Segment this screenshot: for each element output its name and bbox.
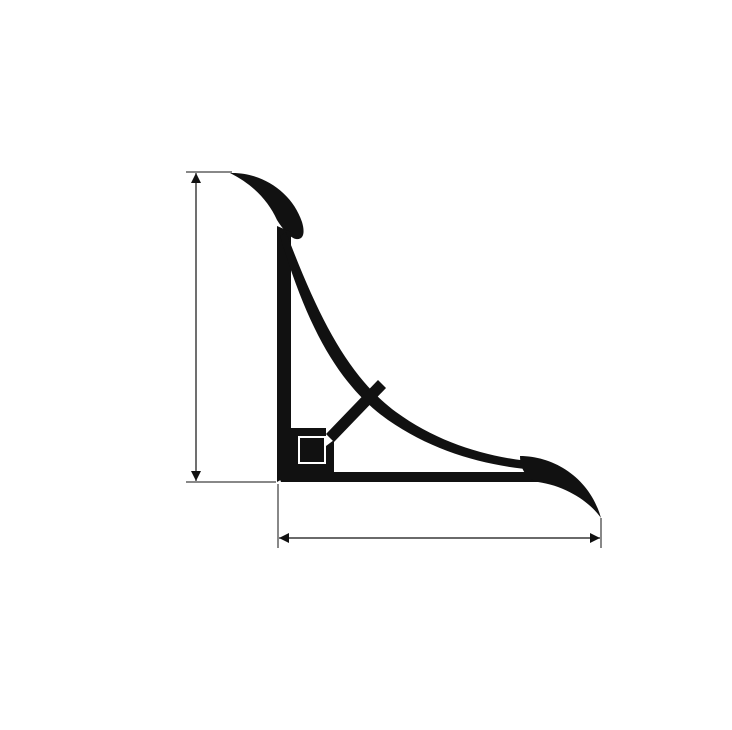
bottom-lip [520,456,601,518]
top-lip [230,172,304,240]
cable-channel-insert [300,438,324,462]
height-dimension [186,171,276,483]
internal-rib [326,380,386,442]
vertical-back [277,226,291,482]
skirting-profile [230,172,601,518]
horizontal-base [277,472,546,482]
width-dimension [277,484,602,548]
cable-channel [288,428,334,474]
outer-curved-face [280,232,538,470]
